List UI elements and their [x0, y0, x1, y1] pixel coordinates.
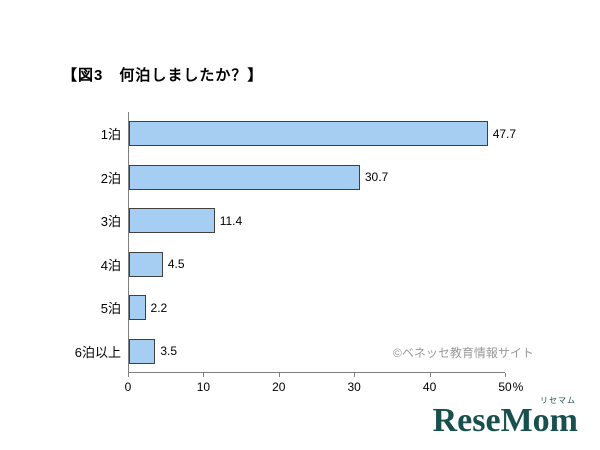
x-tick-mark [354, 373, 356, 377]
plot-area: 47.7 30.7 11.4 4.5 2.2 3.5 [128, 112, 516, 374]
bar [129, 121, 488, 147]
bar-row: 11.4 [129, 199, 505, 243]
x-tick-mark [278, 373, 280, 377]
bar-value-label: 11.4 [219, 213, 243, 228]
bar-row: 3.5 [129, 330, 505, 374]
bar [129, 251, 163, 277]
category-label: 6泊以上 [74, 344, 121, 360]
x-tick-label: 10 [196, 380, 211, 394]
resemom-logo-text: ReseMom [432, 402, 578, 439]
bar-chart: 1泊 2泊 3泊 4泊 5泊 6泊以上 47.7 30.7 11.4 4.5 2.2 3.5 0 10… [66, 112, 566, 395]
bar-value-label: 47.7 [492, 126, 517, 141]
x-axis-unit: % [512, 380, 524, 394]
bar-value-label: 2.2 [150, 300, 168, 315]
chart-inner: 1泊 2泊 3泊 4泊 5泊 6泊以上 47.7 30.7 11.4 4.5 2.2 3.5 [66, 112, 566, 373]
bar [129, 338, 156, 364]
copyright-watermark: ©ベネッセ教育情報サイト [393, 346, 534, 360]
resemom-logo-ruby: リセマム [540, 396, 576, 405]
bar-row: 4.5 [129, 243, 505, 287]
bar-row: 2.2 [129, 286, 505, 330]
resemom-logo: リセマム ReseMom [432, 397, 578, 439]
x-tick-mark [505, 373, 506, 377]
chart-title: 【図3 何泊しましたか？】 [62, 67, 264, 84]
x-tick-label: 20 [272, 380, 286, 394]
x-tick-label: 40 [422, 380, 437, 394]
category-label: 5泊 [100, 301, 121, 317]
category-label: 4泊 [100, 257, 121, 273]
x-tick-label: 30 [347, 380, 361, 394]
x-tick-mark [429, 373, 431, 377]
bar-row: 30.7 [129, 156, 505, 200]
category-label: 1泊 [100, 127, 121, 143]
bar-value-label: 4.5 [167, 257, 185, 272]
category-axis: 1泊 2泊 3泊 4泊 5泊 6泊以上 [66, 112, 128, 373]
x-tick-label: 0 [124, 380, 132, 394]
x-tick-mark [128, 373, 129, 377]
category-label: 3泊 [100, 214, 121, 230]
x-axis: 0 10 20 30 40 50% [124, 373, 523, 395]
bar [129, 164, 360, 190]
bar-value-label: 30.7 [364, 170, 389, 185]
category-label: 2泊 [100, 170, 121, 186]
bar-row: 47.7 [129, 112, 516, 156]
x-tick-label: 50 [498, 380, 512, 394]
bar [129, 208, 215, 234]
bar [129, 295, 146, 321]
x-tick-mark [203, 373, 205, 377]
bar-value-label: 3.5 [160, 344, 177, 359]
